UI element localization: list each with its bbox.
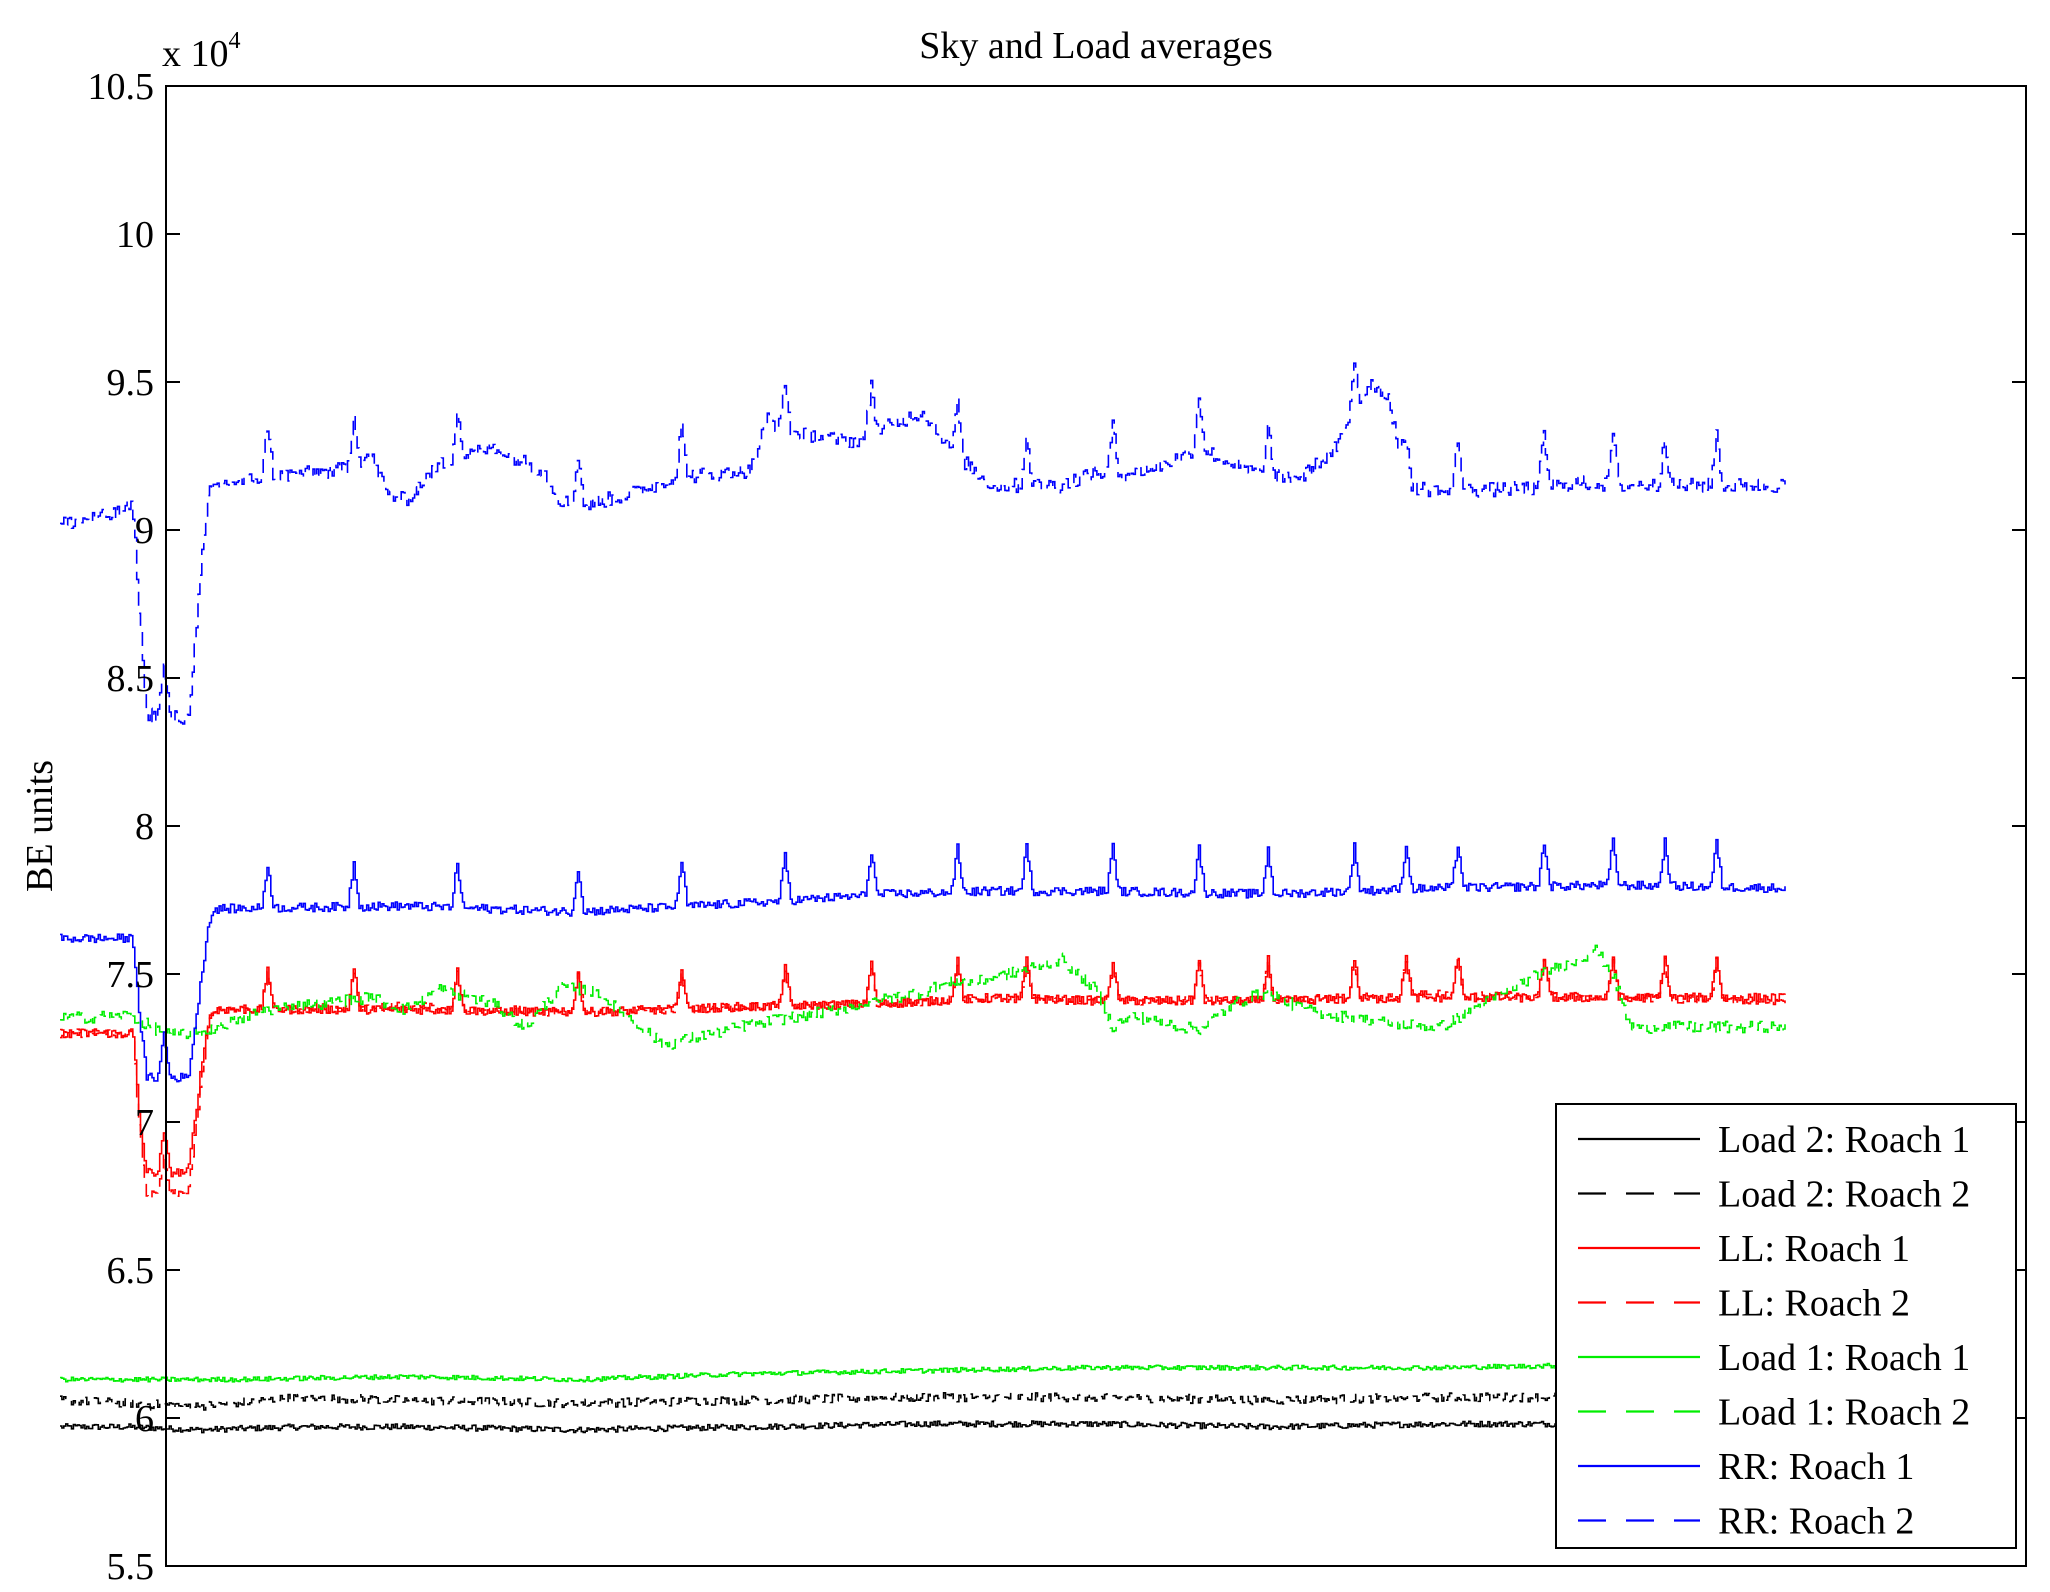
legend-label: RR: Roach 1	[1718, 1446, 1914, 1488]
series-line-6	[60, 944, 1786, 1050]
y-tick-label: 6	[135, 1398, 154, 1440]
y-tick-label: 9.5	[107, 362, 155, 404]
y-tick-label: 7	[135, 1102, 154, 1144]
series-line-4	[60, 957, 1786, 1200]
y-axis-multiplier-base: x 10	[162, 33, 229, 75]
series-line-1	[60, 1420, 1786, 1434]
legend: Load 2: Roach 1 Load 2: Roach 2 LL: Roach …	[1555, 1103, 2017, 1549]
series-line-7	[60, 837, 1786, 1083]
y-axis-multiplier-exponent: 4	[229, 28, 241, 54]
plot-lines	[60, 362, 1786, 1434]
y-tick-label: 8	[135, 806, 154, 848]
legend-label: RR: Roach 2	[1718, 1501, 1914, 1543]
y-axis-ticks: 5.5 6 6.5 7 7.5 8 8.5 9 9.5 10 10.5	[88, 66, 2026, 1588]
legend-items: Load 2: Roach 1 Load 2: Roach 2 LL: Roach …	[1578, 1119, 1970, 1543]
legend-box	[1555, 1103, 2017, 1549]
series-line-8	[60, 362, 1786, 725]
legend-label: Load 1: Roach 1	[1718, 1337, 1970, 1379]
legend-label: Load 2: Roach 1	[1718, 1119, 1970, 1161]
series-line-2	[60, 1392, 1786, 1411]
y-tick-label: 7.5	[107, 954, 155, 996]
y-tick-label: 10.5	[88, 66, 155, 108]
legend-label: LL: Roach 2	[1718, 1283, 1910, 1325]
series-line-5	[60, 1361, 1786, 1383]
y-tick-label: 10	[116, 214, 154, 256]
y-axis-label: BE units	[19, 760, 61, 892]
y-tick-label: 6.5	[107, 1250, 155, 1292]
legend-label: Load 2: Roach 2	[1718, 1174, 1970, 1216]
chart-title: Sky and Load averages	[919, 25, 1273, 67]
y-axis-multiplier: x 104	[162, 28, 241, 75]
y-tick-label: 9	[135, 510, 154, 552]
legend-label: Load 1: Roach 2	[1718, 1392, 1970, 1434]
y-tick-label: 5.5	[107, 1546, 155, 1588]
legend-label: LL: Roach 1	[1718, 1228, 1910, 1270]
y-tick-label: 8.5	[107, 658, 155, 700]
